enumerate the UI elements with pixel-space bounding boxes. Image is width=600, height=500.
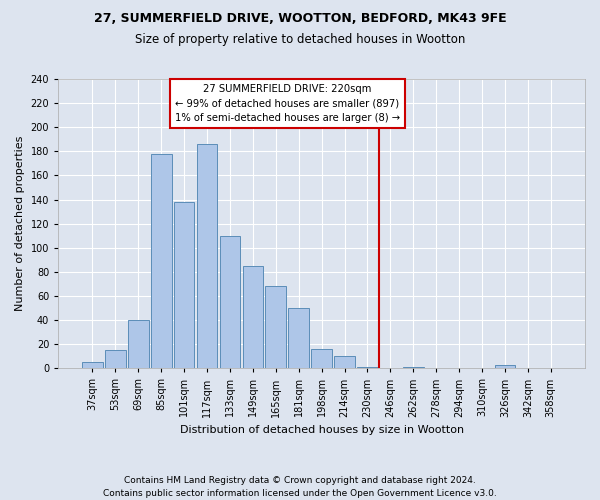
Bar <box>242 266 263 368</box>
Y-axis label: Number of detached properties: Number of detached properties <box>15 136 25 312</box>
Text: Size of property relative to detached houses in Wootton: Size of property relative to detached ho… <box>135 32 465 46</box>
Text: 27, SUMMERFIELD DRIVE, WOOTTON, BEDFORD, MK43 9FE: 27, SUMMERFIELD DRIVE, WOOTTON, BEDFORD,… <box>94 12 506 26</box>
Bar <box>334 356 355 368</box>
Bar <box>128 320 149 368</box>
Bar <box>403 367 424 368</box>
Bar <box>197 144 217 368</box>
Bar <box>220 236 240 368</box>
Text: Contains HM Land Registry data © Crown copyright and database right 2024.: Contains HM Land Registry data © Crown c… <box>124 476 476 485</box>
Bar <box>151 154 172 368</box>
Bar <box>494 364 515 368</box>
Bar <box>105 350 125 368</box>
X-axis label: Distribution of detached houses by size in Wootton: Distribution of detached houses by size … <box>179 425 464 435</box>
Bar <box>265 286 286 368</box>
Bar <box>289 308 309 368</box>
Text: 27 SUMMERFIELD DRIVE: 220sqm
← 99% of detached houses are smaller (897)
1% of se: 27 SUMMERFIELD DRIVE: 220sqm ← 99% of de… <box>175 84 400 124</box>
Text: Contains public sector information licensed under the Open Government Licence v3: Contains public sector information licen… <box>103 489 497 498</box>
Bar <box>174 202 194 368</box>
Bar <box>311 349 332 368</box>
Bar <box>82 362 103 368</box>
Bar <box>357 367 378 368</box>
